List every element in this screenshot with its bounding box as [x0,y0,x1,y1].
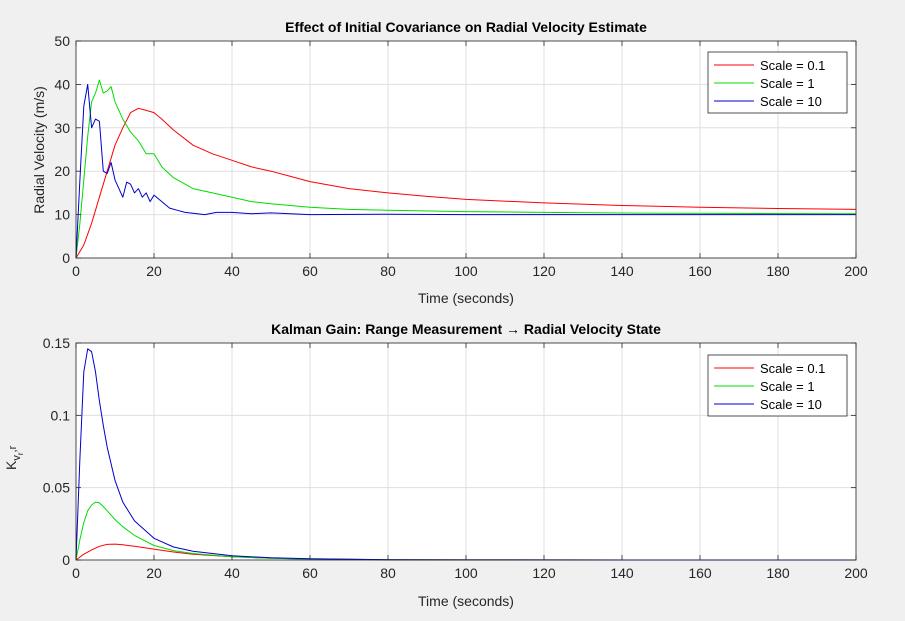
x-tick-label: 100 [454,565,478,581]
bottom-chart-title: Kalman Gain: Range Measurement → Radial … [271,321,661,337]
x-tick-label: 120 [532,565,556,581]
series-line-3 [75,348,856,561]
y-tick-label: 0.15 [43,335,70,351]
y-tick-label: 0 [62,552,70,568]
top-chart-title: Effect of Initial Covariance on Radial V… [285,19,647,35]
x-tick-label: 0 [72,263,80,279]
x-tick-label: 20 [146,565,162,581]
series-line-3 [75,83,856,259]
y-tick-label: 30 [54,120,70,136]
top-series-group [75,79,857,259]
top-legend: Scale = 0.1 Scale = 1 Scale = 10 [707,51,848,114]
legend-label: Scale = 0.1 [760,361,825,376]
ylabel-sub-v: v [11,455,23,461]
x-tick-label: 200 [844,565,868,581]
legend-label: Scale = 0.1 [760,58,825,73]
legend-label: Scale = 10 [760,397,822,412]
x-tick-label: 100 [454,263,478,279]
y-tick-label: 10 [54,207,70,223]
x-tick-label: 40 [224,263,240,279]
x-tick-label: 200 [844,263,868,279]
y-tick-label: 50 [54,33,70,49]
top-y-axis-label: Radial Velocity (m/s) [31,86,47,214]
x-tick-label: 180 [766,263,790,279]
y-tick-label: 20 [54,163,70,179]
chart-bottom: 0 20 40 60 80 100 120 140 160 180 20000.050.10.15 … [3,321,868,609]
legend-label: Scale = 1 [760,76,815,91]
chart-top: 0 20 40 60 80 100 120 140 160 180 200 0 10 20 30 40 50 E… [31,19,868,306]
y-tick-label: 0.1 [51,407,71,423]
top-ticks: 0 20 40 60 80 100 120 140 160 180 200 0 10 20 30 40 50 [54,33,867,279]
bottom-legend: Scale = 0.1 Scale = 1 Scale = 10 [707,354,848,417]
x-tick-label: 80 [380,263,396,279]
x-tick-label: 60 [302,263,318,279]
series-line-2 [75,79,857,259]
top-x-axis-label: Time (seconds) [418,290,514,306]
x-tick-label: 140 [610,565,634,581]
y-tick-label: 0 [62,250,70,266]
y-tick-label: 0.05 [43,480,70,496]
legend-label: Scale = 10 [760,94,822,109]
svg-text:Kvr,r: Kvr,r [3,445,25,470]
ylabel-k: K [3,460,19,470]
x-tick-label: 120 [532,263,556,279]
x-tick-label: 60 [302,565,318,581]
ylabel-subsub-r: r [16,452,25,455]
ylabel-tail: ,r [7,445,19,452]
x-tick-label: 40 [224,565,240,581]
x-tick-label: 140 [610,263,634,279]
x-tick-label: 80 [380,565,396,581]
bottom-x-axis-label: Time (seconds) [418,593,514,609]
series-line-1 [75,107,857,259]
bottom-ticks: 0 20 40 60 80 100 120 140 160 180 200 0 0.05 0.1 0.15 [43,335,868,581]
x-tick-label: 20 [146,263,162,279]
x-tick-label: 160 [688,263,712,279]
bottom-y-axis-label: Kvr,r [3,445,25,470]
x-tick-label: 0 [72,565,80,581]
x-tick-label: 180 [766,565,790,581]
x-tick-label: 160 [688,565,712,581]
y-tick-label: 40 [54,76,70,92]
legend-label: Scale = 1 [760,379,815,394]
